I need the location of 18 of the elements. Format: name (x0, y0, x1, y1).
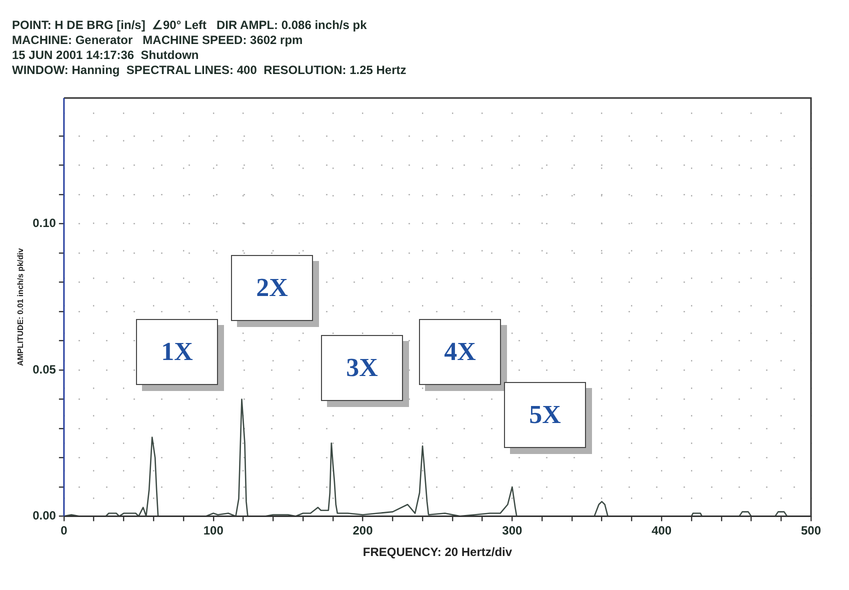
y-tick-label: 0.00 (32, 508, 56, 523)
x-tick-label: 400 (652, 524, 672, 538)
x-tick-label: 200 (352, 524, 374, 538)
annotation: 3X (321, 335, 403, 401)
x-tick-label: 100 (203, 524, 224, 538)
x-axis-title: FREQUENCY: 20 Hertz/div (362, 545, 512, 560)
annotation: 1X (136, 319, 218, 385)
annotation: 2X (231, 255, 313, 321)
annotation: 4X (419, 319, 501, 385)
y-axis-title: AMPLITUDE: 0.01 inch/s pk/div (16, 248, 26, 366)
y-tick-label: 0.05 (32, 362, 56, 376)
chart-subtitle: MACHINE: Generator MACHINE SPEED: 3602 rpm 15 JUN 2001 14:17:36 Shutdown WINDOW: Hanning SPECTRAL LINES: 400 RESOLUTION: 1.25 Hertz (12, 33, 408, 78)
x-tick-label: 0 (60, 524, 68, 538)
chart-title: POINT: H DE BRG [in/s] ∠90° Left DIR AMPL: 0.086 inch/s pk (12, 18, 368, 33)
annotation: 5X (504, 382, 586, 448)
x-tick-label: 300 (502, 524, 523, 538)
y-tick-label: 0.10 (32, 216, 56, 230)
x-tick-label: 500 (800, 524, 822, 538)
